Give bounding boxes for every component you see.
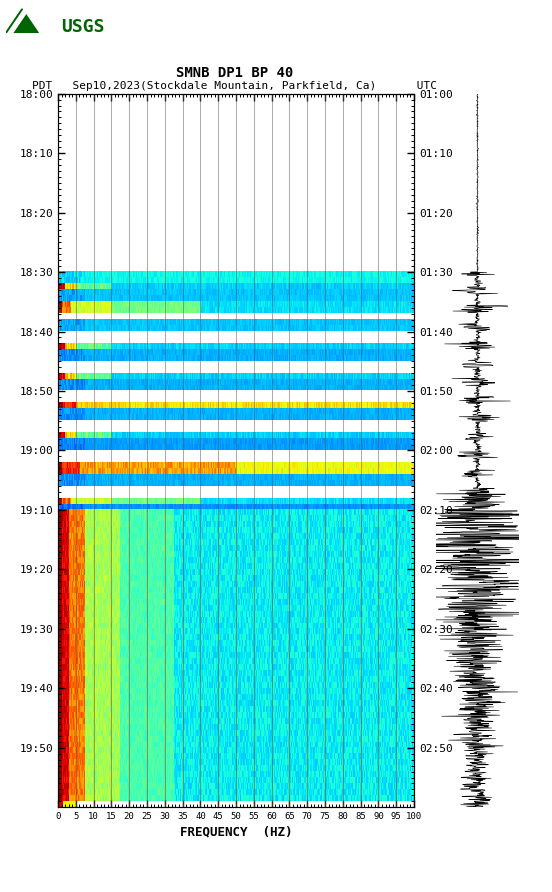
X-axis label: FREQUENCY  (HZ): FREQUENCY (HZ) [180, 825, 292, 838]
Text: USGS: USGS [61, 18, 104, 36]
Text: SMNB DP1 BP 40: SMNB DP1 BP 40 [176, 66, 293, 80]
Polygon shape [6, 9, 38, 33]
Polygon shape [8, 9, 29, 33]
Text: PDT   Sep10,2023(Stockdale Mountain, Parkfield, Ca)      UTC: PDT Sep10,2023(Stockdale Mountain, Parkf… [32, 81, 437, 91]
